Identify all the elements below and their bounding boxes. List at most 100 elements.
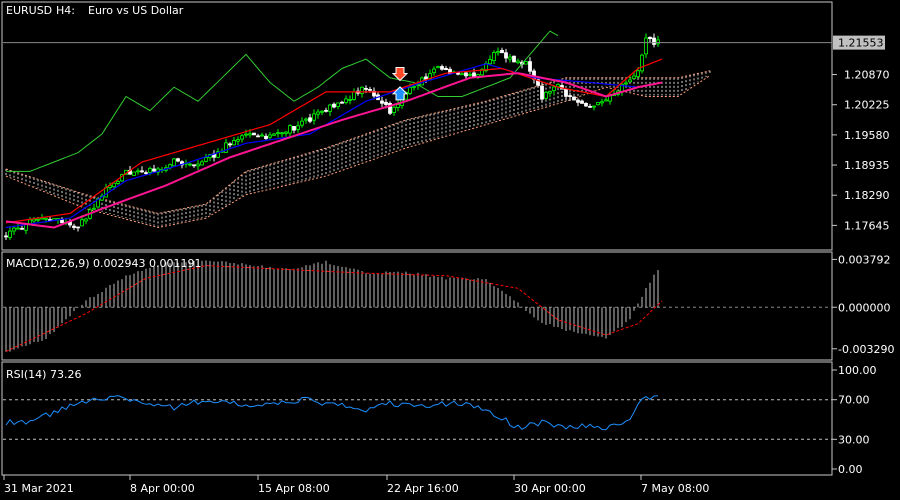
candle-body [392, 106, 396, 114]
candle-body [248, 133, 252, 136]
candle-body [604, 99, 608, 102]
current-price-label: 1.21553 [838, 37, 884, 50]
candle-body [524, 61, 528, 65]
candle-body [636, 70, 640, 77]
candle-body [172, 158, 176, 167]
candle-body [448, 68, 452, 74]
candlestick-series [4, 33, 660, 241]
candle-body [188, 163, 192, 166]
candle-body [76, 226, 80, 229]
candle-body [364, 87, 368, 90]
candle-body [4, 235, 8, 238]
candle-body [256, 135, 260, 138]
candle-body [624, 82, 628, 85]
candle-body [540, 85, 544, 100]
candle-body [580, 100, 584, 104]
candle-body [292, 126, 296, 131]
candle-body [224, 142, 228, 153]
candle-body [640, 54, 644, 72]
candle-body [268, 134, 272, 138]
candle-body [264, 135, 268, 139]
candle-body [548, 91, 552, 94]
candle-body [260, 134, 264, 137]
candle-body [488, 59, 492, 65]
candle-body [240, 135, 244, 140]
time-axis-tick-label: 30 Apr 00:00 [514, 482, 586, 495]
candle-body [312, 113, 316, 121]
candle-body [380, 100, 384, 104]
candle-body [384, 101, 388, 105]
candle-body [436, 66, 440, 69]
candle-body [192, 164, 196, 167]
rsi-axis-tick-label: 0.00 [838, 463, 863, 476]
trade-signal-arrows [391, 66, 409, 101]
candle-body [80, 219, 84, 227]
candle-body [216, 151, 220, 158]
candle-body [300, 120, 304, 126]
macd-pane[interactable]: 0.003792 0.000000 -0.003290 [3, 253, 894, 356]
candle-body [148, 168, 152, 173]
senkou-span-b-line [5, 75, 711, 229]
candle-body [228, 143, 232, 146]
price-pane[interactable]: 1.17645 1.18290 1.18935 1.19580 1.20225 1.208… [3, 30, 890, 241]
macd-axis: 0.003792 0.000000 -0.003290 [832, 253, 894, 356]
candle-body [340, 101, 344, 104]
candle-body [40, 217, 44, 220]
macd-series [3, 260, 832, 352]
candle-body [144, 172, 148, 175]
chikou-span-line [6, 30, 559, 172]
candle-body [204, 157, 208, 162]
price-axis-tick-label: 1.19580 [844, 129, 890, 142]
macd-axis-tick-label: -0.003290 [838, 343, 894, 356]
rsi-pane-frame [1, 361, 833, 476]
macd-axis-tick-label: 0.000000 [838, 301, 891, 314]
candle-body [464, 72, 468, 77]
candle-body [336, 102, 340, 107]
candle-body [568, 95, 572, 97]
candle-body [440, 66, 444, 70]
candle-body [516, 60, 520, 64]
candle-body [244, 133, 248, 136]
candle-body [536, 79, 540, 86]
candle-body [468, 73, 472, 76]
candle-body [368, 88, 372, 91]
candle-body [152, 168, 156, 172]
candle-body [16, 227, 20, 230]
rsi-line [5, 395, 659, 431]
candle-body [116, 181, 120, 184]
time-axis-tick-label: 15 Apr 08:00 [258, 482, 330, 495]
candle-body [600, 101, 604, 104]
candle-body [320, 110, 324, 113]
candle-body [232, 140, 236, 146]
candle-body [496, 51, 500, 54]
candle-body [72, 225, 76, 228]
indicator-lines [5, 30, 663, 229]
candle-body [84, 218, 88, 222]
candle-body [176, 158, 180, 162]
candle-body [132, 171, 136, 176]
time-axis-tick-label: 22 Apr 16:00 [387, 482, 459, 495]
candle-body [92, 207, 96, 210]
rsi-pane[interactable]: 100.00 70.00 30.00 0.00 [3, 364, 877, 476]
time-axis: 31 Mar 2021 8 Apr 00:00 15 Apr 08:00 22 Apr… [3, 475, 709, 495]
candle-body [648, 36, 652, 40]
price-axis: 1.17645 1.18290 1.18935 1.19580 1.20225 1.208… [3, 35, 890, 232]
candle-body [32, 218, 36, 222]
candle-body [396, 104, 400, 108]
price-axis-tick-label: 1.18935 [844, 159, 890, 172]
candle-body [388, 102, 392, 114]
price-axis-tick-label: 1.18290 [844, 189, 890, 202]
price-pane-description: Euro vs US Dollar [88, 4, 184, 17]
candle-body [348, 99, 352, 101]
time-axis-tick-label: 8 Apr 00:00 [130, 482, 195, 495]
candle-body [36, 218, 40, 221]
candle-body [44, 217, 48, 220]
candle-body [632, 75, 636, 79]
candle-body [584, 102, 588, 107]
price-axis-tick-label: 1.20870 [844, 69, 890, 82]
candle-body [344, 98, 348, 103]
candle-body [492, 52, 496, 62]
candle-body [588, 105, 592, 108]
time-axis-tick-label: 31 Mar 2021 [4, 482, 74, 495]
